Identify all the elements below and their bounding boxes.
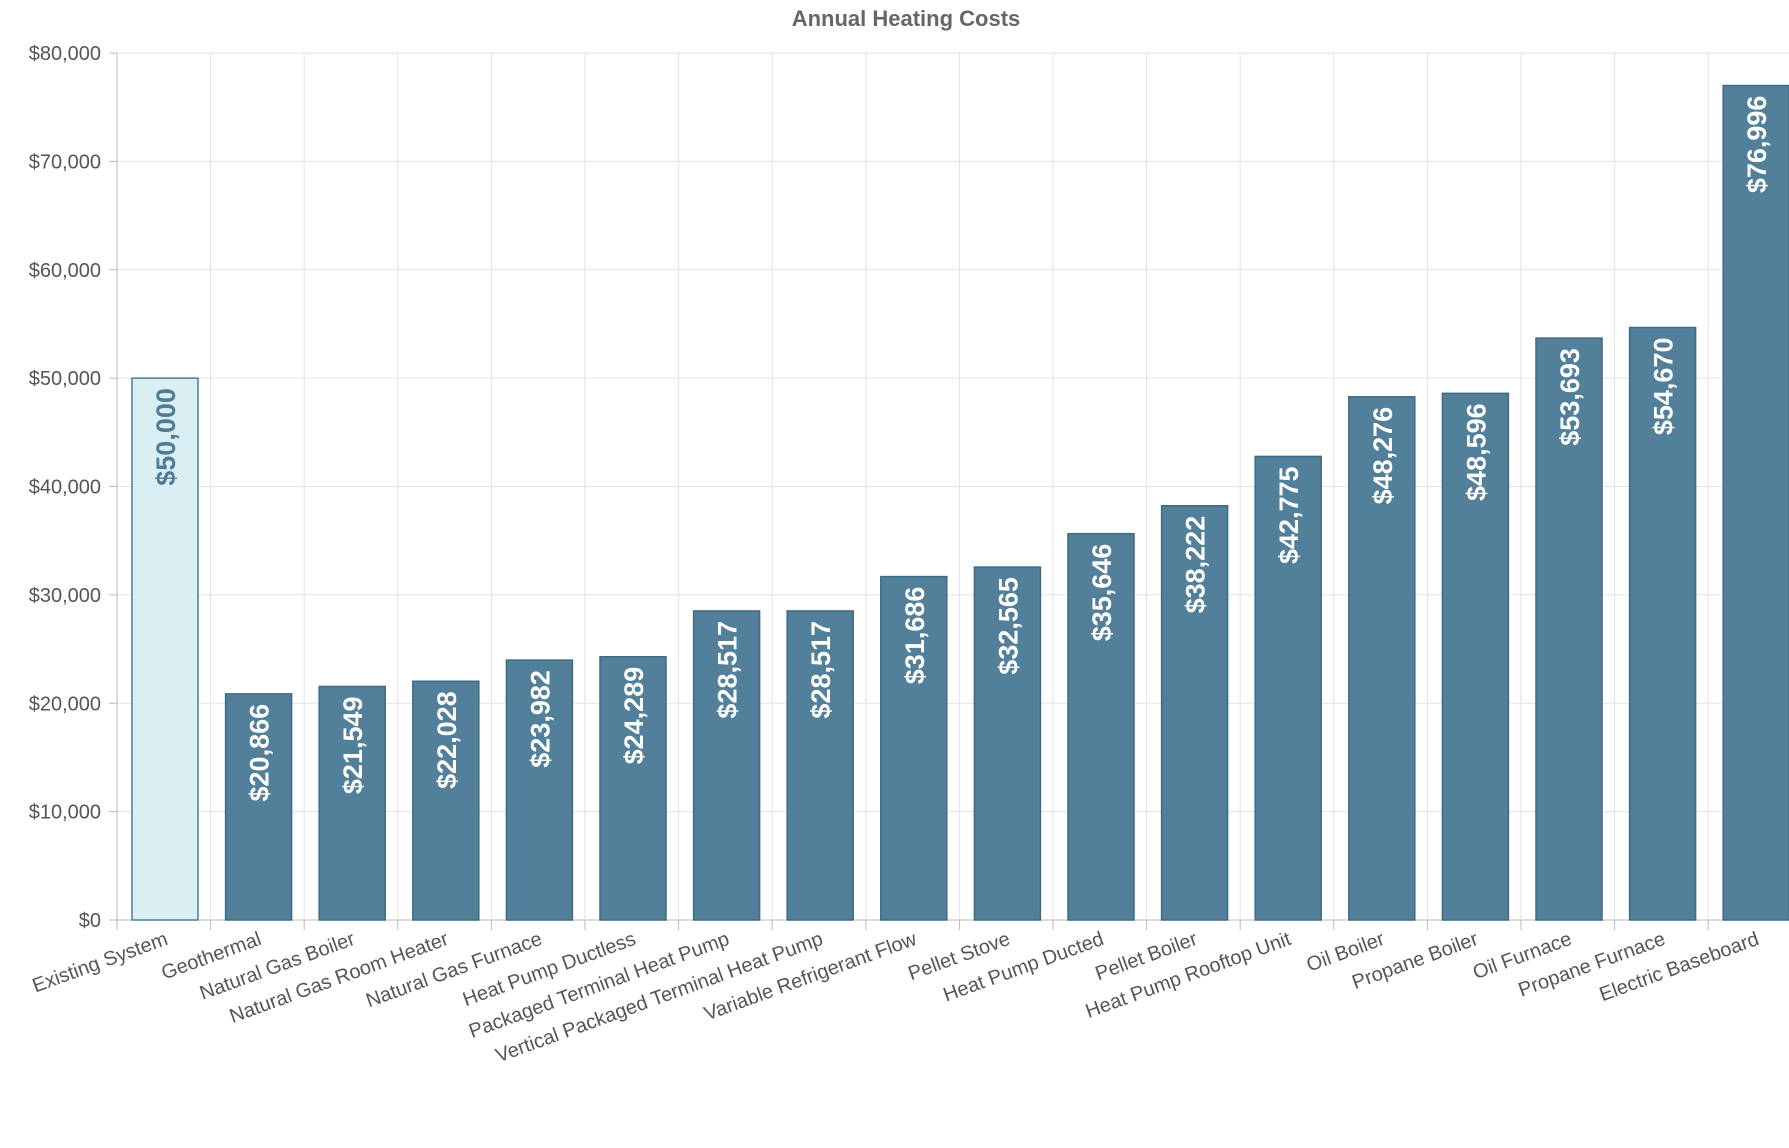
bar-value-label: $48,276 bbox=[1368, 407, 1398, 505]
bar-value-label: $22,028 bbox=[432, 691, 462, 789]
y-axis-tick-labels: $0 $10,000 $20,000 $30,000 $40,000 $50,000 $60… bbox=[29, 43, 101, 932]
bar[interactable] bbox=[692, 610, 761, 921]
bar-value-label: $21,549 bbox=[338, 696, 368, 794]
bar[interactable] bbox=[1348, 396, 1416, 921]
bar-value-label: $20,866 bbox=[245, 704, 275, 802]
bar[interactable] bbox=[131, 377, 199, 921]
bar-value-label: $28,517 bbox=[713, 621, 743, 719]
y-tick-label: $30,000 bbox=[29, 585, 101, 607]
bar[interactable] bbox=[1441, 392, 1510, 921]
y-tick-label: $70,000 bbox=[29, 151, 101, 173]
bar[interactable] bbox=[1535, 337, 1603, 921]
y-tick-label: $20,000 bbox=[29, 693, 101, 715]
bar[interactable] bbox=[599, 656, 667, 921]
x-tick-label: Electric Baseboard bbox=[1597, 928, 1762, 1006]
bar[interactable] bbox=[224, 693, 293, 921]
bar[interactable] bbox=[973, 566, 1042, 921]
bar[interactable] bbox=[1722, 84, 1789, 921]
grid bbox=[116, 52, 1789, 921]
y-tick-label: $80,000 bbox=[29, 43, 101, 65]
bar[interactable] bbox=[880, 575, 948, 921]
y-tick-label: $10,000 bbox=[29, 802, 101, 824]
bar-value-label: $53,693 bbox=[1555, 348, 1585, 446]
y-tick-label: $0 bbox=[79, 910, 101, 932]
bar-value-label: $32,565 bbox=[993, 577, 1023, 675]
bar-value-label: $54,670 bbox=[1649, 338, 1679, 436]
bar-value-label: $35,646 bbox=[1087, 544, 1117, 642]
data-labels: $50,000 $20,866 $21,549 $22,028 $23,982 $24,2… bbox=[151, 96, 1772, 802]
y-tick-label: $60,000 bbox=[29, 260, 101, 282]
bar[interactable] bbox=[1067, 532, 1135, 921]
bar[interactable] bbox=[1254, 455, 1322, 921]
x-tick-label: Heat Pump Ducted bbox=[940, 928, 1106, 1006]
bar[interactable] bbox=[1160, 505, 1229, 921]
bar-value-label: $42,775 bbox=[1274, 466, 1304, 564]
bar[interactable] bbox=[786, 610, 854, 921]
bar[interactable] bbox=[318, 685, 386, 921]
bar-value-label: $48,596 bbox=[1461, 403, 1491, 501]
bar-value-label: $50,000 bbox=[151, 388, 181, 486]
bar-value-label: $38,222 bbox=[1181, 516, 1211, 614]
bar-value-label: $23,982 bbox=[525, 670, 555, 768]
bar-value-label: $24,289 bbox=[619, 667, 649, 765]
bar-value-label: $28,517 bbox=[806, 621, 836, 719]
bar-value-label: $31,686 bbox=[900, 587, 930, 685]
chart-title: Annual Heating Costs bbox=[792, 6, 1021, 31]
bar-value-label: $76,996 bbox=[1742, 96, 1772, 194]
bar[interactable] bbox=[412, 680, 480, 921]
y-tick-label: $50,000 bbox=[29, 368, 101, 390]
axes bbox=[109, 52, 1709, 930]
bars bbox=[131, 84, 1789, 921]
x-tick-label: Existing System bbox=[29, 928, 170, 997]
bar[interactable] bbox=[505, 659, 574, 921]
y-tick-label: $40,000 bbox=[29, 477, 101, 499]
bar[interactable] bbox=[1628, 326, 1697, 921]
